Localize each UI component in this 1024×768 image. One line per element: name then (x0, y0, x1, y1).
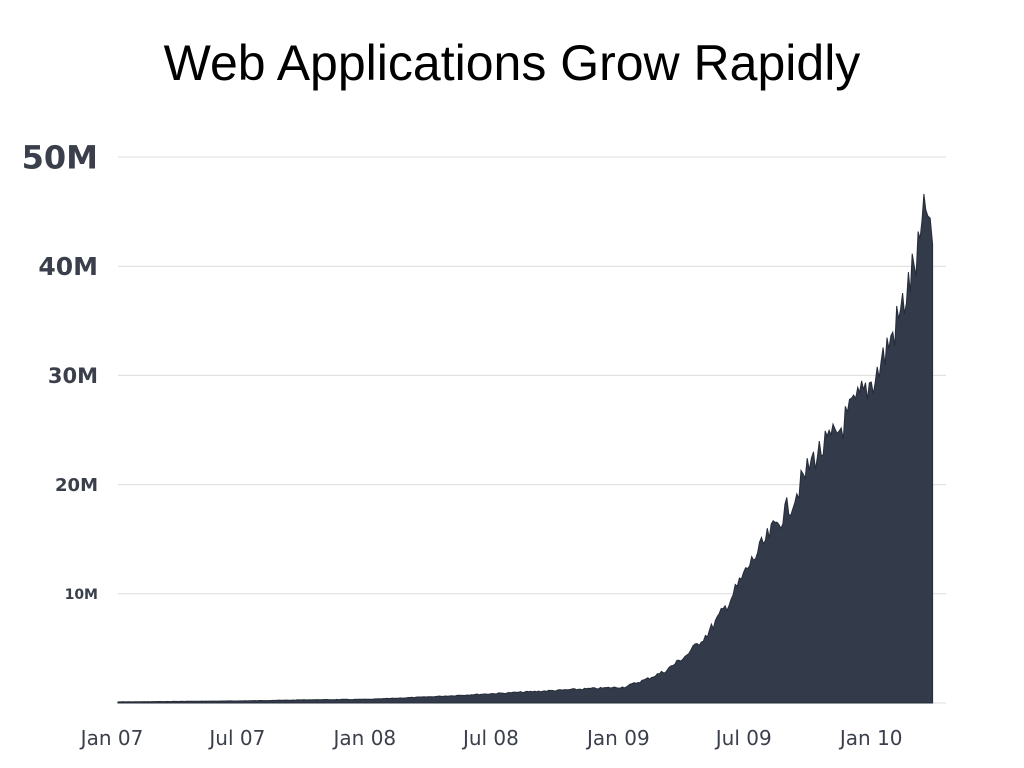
y-tick-label: 50M (22, 139, 98, 177)
x-tick-label: Jan 08 (332, 726, 397, 750)
y-tick-label: 20M (55, 475, 98, 496)
x-tick-label: Jul 07 (207, 726, 265, 750)
slide-title: Web Applications Grow Rapidly (163, 35, 861, 91)
y-tick-label: 40M (38, 252, 98, 281)
y-tick-label: 30M (48, 364, 98, 388)
x-tick-label: Jan 10 (838, 726, 903, 750)
x-tick-label: Jul 08 (461, 726, 519, 750)
y-tick-label: 10M (65, 587, 98, 603)
x-tick-label: Jul 09 (714, 726, 772, 750)
x-tick-label: Jan 07 (79, 726, 144, 750)
area-series (117, 193, 934, 704)
x-tick-label: Jan 09 (585, 726, 650, 750)
series-area (117, 193, 934, 704)
axes: 50M 40M 30M 20M 10M Jan 07 Jul 07 Jan 08 Jul 08 J… (22, 139, 903, 750)
